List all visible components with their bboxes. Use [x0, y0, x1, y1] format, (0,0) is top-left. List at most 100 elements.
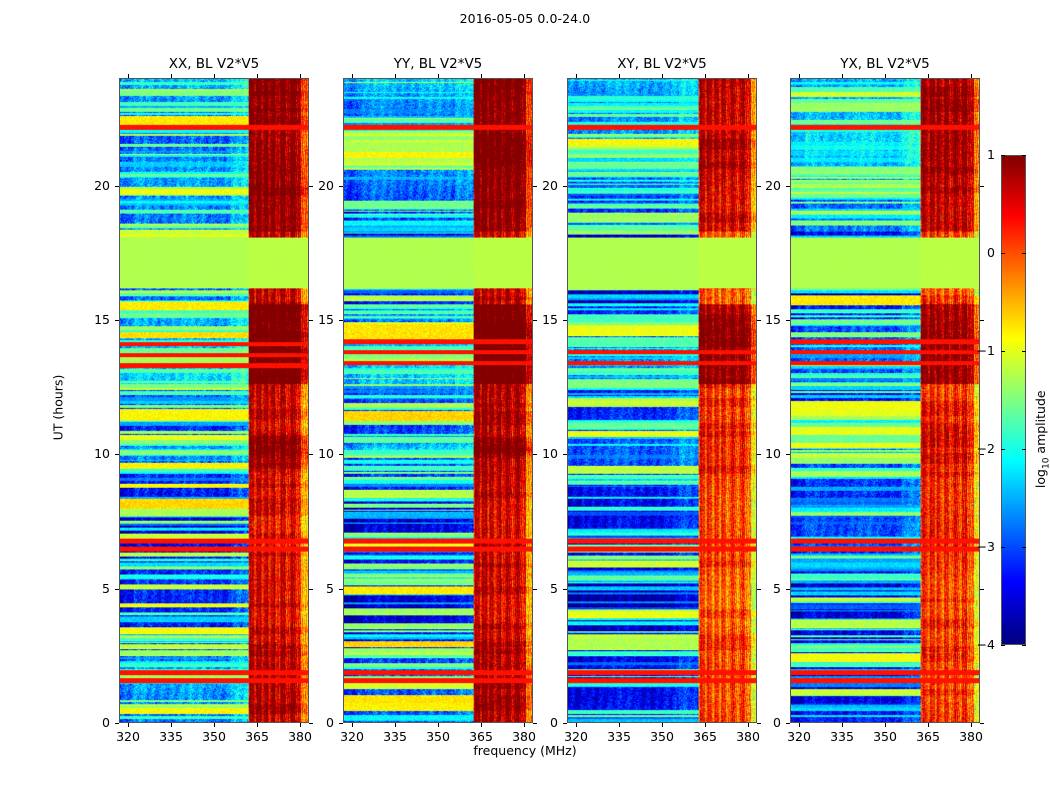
- y-tick: [786, 186, 790, 187]
- y-tick-label: 0: [773, 715, 781, 730]
- colorbar-tick-left: [1001, 155, 1005, 156]
- x-tick: [705, 723, 706, 727]
- y-tick: [563, 186, 567, 187]
- x-tick: [928, 723, 929, 727]
- y-tick: [786, 320, 790, 321]
- waterfall-panel-xy[interactable]: [567, 78, 757, 723]
- y-tick: [563, 454, 567, 455]
- y-tick-label: 0: [550, 715, 558, 730]
- x-tick-top: [171, 74, 172, 78]
- y-tick: [339, 186, 343, 187]
- x-tick-top: [842, 74, 843, 78]
- x-tick-top: [619, 74, 620, 78]
- y-tick-right: [309, 454, 313, 455]
- y-tick: [563, 589, 567, 590]
- colorbar-tick: [1022, 351, 1026, 352]
- waterfall-panel-yx[interactable]: [790, 78, 980, 723]
- y-axis-title: UT (hours): [50, 374, 66, 441]
- y-tick-label: 15: [542, 312, 558, 327]
- x-tick: [748, 723, 749, 727]
- x-tick: [257, 723, 258, 727]
- y-tick-right: [757, 320, 761, 321]
- y-tick-right: [309, 589, 313, 590]
- y-tick: [563, 320, 567, 321]
- x-tick-top: [257, 74, 258, 78]
- y-tick-label: 15: [318, 312, 334, 327]
- x-tick: [619, 723, 620, 727]
- y-tick-right: [309, 186, 313, 187]
- y-tick-label: 10: [94, 446, 110, 461]
- colorbar[interactable]: [1001, 155, 1026, 645]
- colorbar-tick-label: 1: [987, 147, 995, 162]
- x-tick-label: 350: [873, 729, 897, 744]
- y-tick: [339, 589, 343, 590]
- colorbar-tick-label: −2: [976, 441, 995, 456]
- colorbar-tick-label: −1: [976, 343, 995, 358]
- x-tick: [662, 723, 663, 727]
- y-tick-right: [980, 454, 984, 455]
- colorbar-gradient: [1002, 156, 1025, 644]
- colorbar-tick-left: [1001, 645, 1005, 646]
- x-tick-top: [576, 74, 577, 78]
- heatmap-image-xx: [120, 79, 308, 722]
- x-tick-label: 320: [340, 729, 364, 744]
- y-tick-right: [533, 320, 537, 321]
- x-tick-top: [885, 74, 886, 78]
- x-axis-title: frequency (MHz): [473, 743, 577, 758]
- y-tick-label: 5: [773, 581, 781, 596]
- y-tick: [339, 320, 343, 321]
- x-tick-label: 320: [787, 729, 811, 744]
- y-tick-right: [309, 723, 313, 724]
- waterfall-panel-yy[interactable]: [343, 78, 533, 723]
- y-tick-label: 20: [765, 178, 781, 193]
- y-tick-label: 5: [102, 581, 110, 596]
- x-tick-top: [662, 74, 663, 78]
- x-tick-label: 335: [159, 729, 183, 744]
- colorbar-tick: [1022, 645, 1026, 646]
- heatmap-image-yy: [344, 79, 532, 722]
- x-tick-label: 365: [245, 729, 269, 744]
- y-tick-right: [757, 589, 761, 590]
- y-tick-right: [980, 186, 984, 187]
- y-tick-label: 10: [318, 446, 334, 461]
- x-tick: [524, 723, 525, 727]
- x-tick: [438, 723, 439, 727]
- x-tick-top: [214, 74, 215, 78]
- x-tick-top: [799, 74, 800, 78]
- x-tick: [395, 723, 396, 727]
- heatmap-image-xy: [568, 79, 756, 722]
- y-tick: [339, 454, 343, 455]
- y-tick-label: 15: [94, 312, 110, 327]
- x-tick: [576, 723, 577, 727]
- y-tick: [786, 723, 790, 724]
- y-tick: [786, 589, 790, 590]
- y-tick-label: 20: [94, 178, 110, 193]
- x-tick-top: [481, 74, 482, 78]
- heatmap-image-yx: [791, 79, 979, 722]
- x-tick-label: 320: [564, 729, 588, 744]
- colorbar-tick-left: [1001, 547, 1005, 548]
- waterfall-panel-xx[interactable]: [119, 78, 309, 723]
- x-tick-top: [128, 74, 129, 78]
- figure-suptitle: 2016-05-05 0.0-24.0: [459, 11, 591, 26]
- y-tick: [563, 723, 567, 724]
- y-tick: [115, 320, 119, 321]
- y-tick-right: [757, 454, 761, 455]
- y-tick-right: [533, 186, 537, 187]
- x-tick-label: 380: [288, 729, 312, 744]
- y-tick: [115, 589, 119, 590]
- x-tick-label: 380: [512, 729, 536, 744]
- x-tick-top: [971, 74, 972, 78]
- x-tick-top: [524, 74, 525, 78]
- y-tick-right: [533, 723, 537, 724]
- x-tick-label: 365: [916, 729, 940, 744]
- x-tick: [842, 723, 843, 727]
- panel-title-xx: XX, BL V2*V5: [168, 56, 260, 72]
- x-tick-label: 335: [607, 729, 631, 744]
- colorbar-tick: [1022, 547, 1026, 548]
- x-tick-label: 335: [383, 729, 407, 744]
- x-tick-top: [438, 74, 439, 78]
- y-tick-right: [533, 454, 537, 455]
- x-tick-label: 350: [202, 729, 226, 744]
